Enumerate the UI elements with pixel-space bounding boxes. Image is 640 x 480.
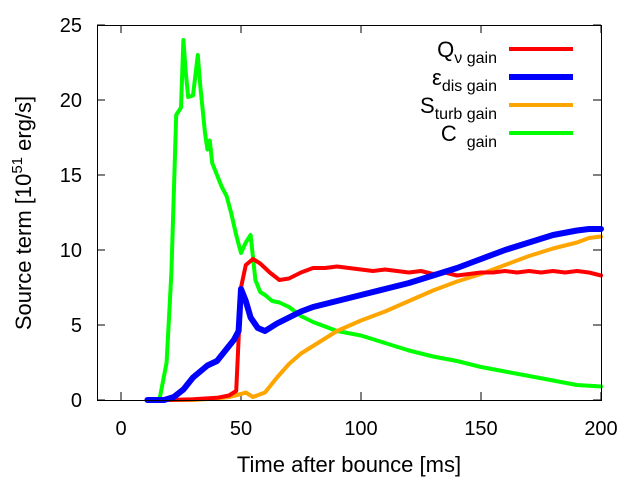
series-line-eps-dis-gain [144, 226, 604, 403]
x-tick-label: 0 [115, 418, 126, 440]
legend-label-main: ε [432, 65, 442, 90]
y-axis-label-exponent: 51 [9, 157, 26, 174]
x-tick-label: 200 [584, 418, 617, 440]
legend-label: Sturb gain [420, 93, 497, 123]
series-line-s-turb-gain [145, 234, 603, 402]
y-axis-label-part2: erg/s] [11, 96, 36, 157]
x-tick-label: 100 [344, 418, 377, 440]
x-tick-label: 150 [464, 418, 497, 440]
legend-label: εdis gain [432, 65, 497, 95]
series-line-c-gain [145, 38, 603, 402]
y-tick-label: 0 [71, 390, 82, 412]
legend-label-main: Q [437, 37, 454, 62]
plot-frame [97, 25, 602, 401]
legend-label-sub: turb gain [435, 106, 497, 123]
y-tick-label: 15 [60, 165, 82, 187]
ticks-layer: 0 50 100 150 200 0 5 10 15 20 25 [60, 15, 618, 440]
legend-label-sub: dis gain [442, 78, 497, 95]
legend-label-sub: ν gain [454, 50, 497, 67]
x-tick-label: 50 [230, 418, 252, 440]
legend-label: Qν gain [437, 37, 497, 67]
legend-label-sub: gain [467, 134, 497, 151]
legend-label-main: C [441, 121, 457, 146]
y-tick-label: 25 [60, 15, 82, 37]
series-layer [144, 38, 604, 403]
y-axis-label: Source term [1051 erg/s] [9, 96, 36, 330]
y-tick-label: 5 [71, 315, 82, 337]
y-axis-label-part1: Source term [10 [11, 174, 36, 331]
legend-label-main: S [420, 93, 435, 118]
y-tick-label: 10 [60, 240, 82, 262]
y-tick-label: 20 [60, 90, 82, 112]
x-axis-label: Time after bounce [ms] [237, 452, 461, 477]
series-line-q-nu-gain [145, 257, 603, 402]
